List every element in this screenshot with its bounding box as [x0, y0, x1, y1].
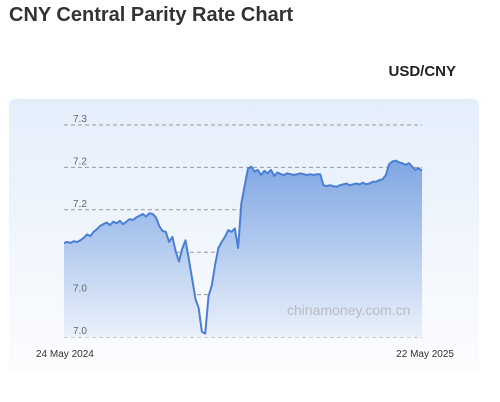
x-tick-label: 22 May 2025	[396, 349, 454, 360]
y-tick-label: 7.0	[73, 326, 87, 337]
y-tick-label: 7.3	[73, 114, 87, 125]
y-tick-label: 7.2	[73, 199, 87, 210]
x-tick-label: 24 May 2024	[36, 349, 94, 360]
currency-pair-label: USD/CNY	[388, 63, 456, 80]
watermark-text: chinamoney.com.cn	[287, 302, 410, 318]
y-tick-label: 7.2	[73, 156, 87, 167]
y-tick-label: 7.0	[73, 284, 87, 295]
series-line	[63, 159, 423, 335]
y-axis-ticks: 7.3 7.2 7.2 7.0 7.0	[73, 114, 87, 337]
x-axis-ticks: 24 May 2024 22 May 2025	[36, 349, 454, 360]
page-title: CNY Central Parity Rate Chart	[9, 4, 294, 26]
series-area	[64, 160, 422, 337]
